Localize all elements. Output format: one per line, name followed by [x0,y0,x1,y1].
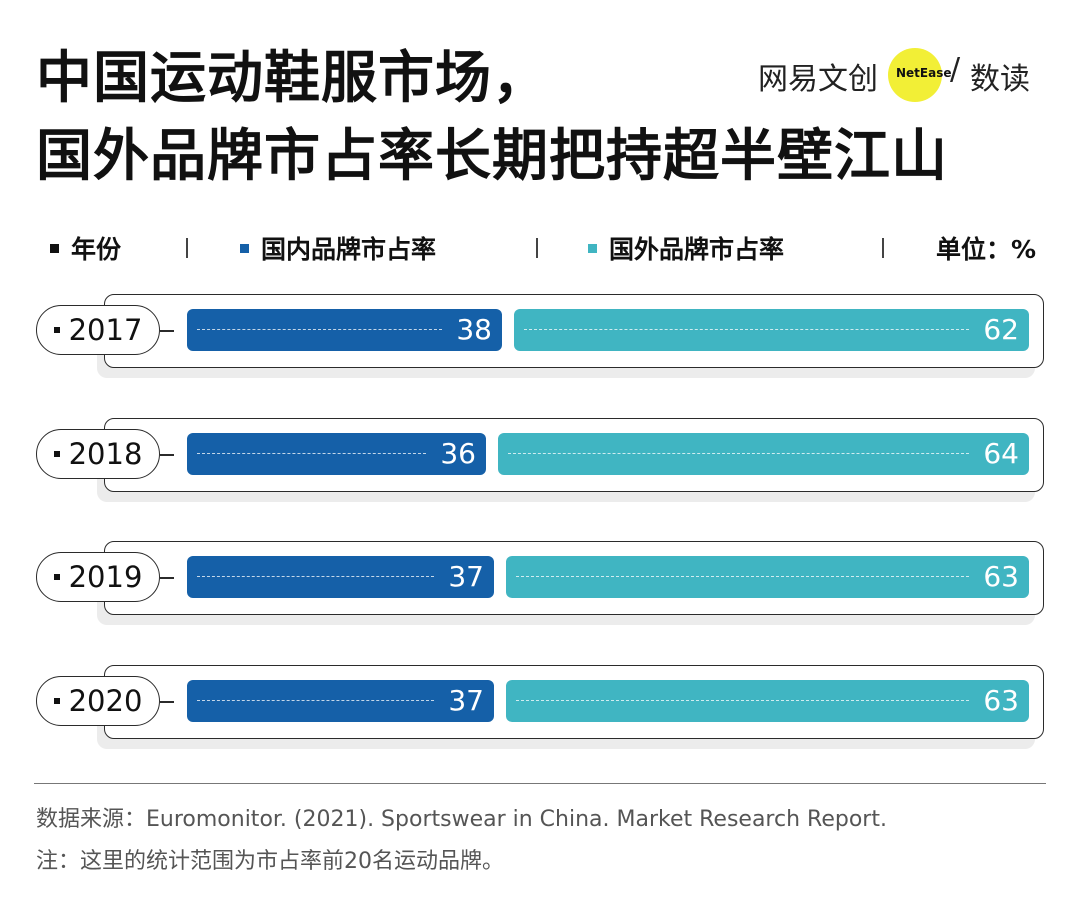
bar-dash-line [197,576,434,577]
domestic-bar: 37 [187,680,494,722]
scope-note: 注：这里的统计范围为市占率前20名运动品牌。 [36,849,504,874]
legend-year-label: 年份 [71,235,122,264]
legend-item-unit: 单位：% [936,230,1036,266]
netease-logo: 网易文创 NetEase / 数读 [758,46,1048,102]
year-row-2017: 2017 38 62 [0,294,1080,384]
row-connector [160,577,174,579]
foreign-bar: 63 [506,680,1029,722]
title-line-2: 国外品牌市占率长期把持超半壁江山 [36,124,948,189]
year-bullet-icon [53,574,60,580]
domestic-bar: 36 [187,433,486,475]
year-text: 2019 [68,560,143,594]
domestic-bar: 38 [187,309,502,351]
foreign-value-label: 63 [983,560,1019,593]
foreign-bar: 62 [514,309,1029,351]
bar-dash-line [197,329,442,330]
year-row-2018: 2018 36 64 [0,418,1080,508]
logo-text-cn: 网易文创 [758,62,878,97]
logo-text-en: NetEase [896,66,952,80]
legend: 年份 国内品牌市占率 国外品牌市占率 单位：% [36,226,1046,270]
legend-unit-label: 单位：% [936,235,1037,264]
bar-dash-line [197,700,434,701]
domestic-bar: 37 [187,556,494,598]
legend-item-domestic: 国内品牌市占率 [240,230,436,266]
row-connector [160,454,174,456]
legend-separator [186,238,188,258]
domestic-value-label: 36 [440,437,476,470]
year-label: 2018 [36,429,160,479]
year-text: 2020 [68,684,143,718]
legend-domestic-square-icon [240,243,249,253]
logo-slash: / [950,52,961,87]
legend-domestic-label: 国内品牌市占率 [261,235,437,264]
foreign-value-label: 64 [983,437,1019,470]
legend-foreign-square-icon [588,243,597,253]
foreign-bar: 63 [506,556,1029,598]
footer-divider [34,783,1046,784]
legend-separator [882,238,884,258]
legend-year-square-icon [50,243,59,253]
bar-dash-line [516,576,969,577]
legend-separator [536,238,538,258]
year-bullet-icon [53,698,60,704]
logo-yellow-dot-icon [888,48,942,102]
year-text: 2018 [68,437,143,471]
year-row-2019: 2019 37 63 [0,541,1080,631]
bar-dash-line [524,329,969,330]
year-bullet-icon [53,451,60,457]
domestic-value-label: 37 [448,560,484,593]
legend-item-foreign: 国外品牌市占率 [588,230,784,266]
foreign-bar: 64 [498,433,1029,475]
domestic-value-label: 37 [448,684,484,717]
title-line-1: 中国运动鞋服市场， [36,46,549,111]
year-bullet-icon [53,327,60,333]
year-text: 2017 [68,313,143,347]
logo-text-sub: 数读 [970,62,1030,97]
year-label: 2019 [36,552,160,602]
foreign-value-label: 62 [983,313,1019,346]
source-note: 数据来源：Euromonitor. (2021). Sportswear in … [36,807,887,832]
row-connector [160,701,174,703]
bar-dash-line [197,453,426,454]
year-label: 2017 [36,305,160,355]
legend-foreign-label: 国外品牌市占率 [609,235,785,264]
year-row-2020: 2020 37 63 [0,665,1080,755]
bar-dash-line [516,700,969,701]
domestic-value-label: 38 [456,313,492,346]
foreign-value-label: 63 [983,684,1019,717]
legend-item-year: 年份 [50,230,121,266]
year-label: 2020 [36,676,160,726]
row-connector [160,330,174,332]
chart-title: 中国运动鞋服市场， 国外品牌市占率长期把持超半壁江山 [36,40,948,196]
bar-dash-line [508,453,969,454]
